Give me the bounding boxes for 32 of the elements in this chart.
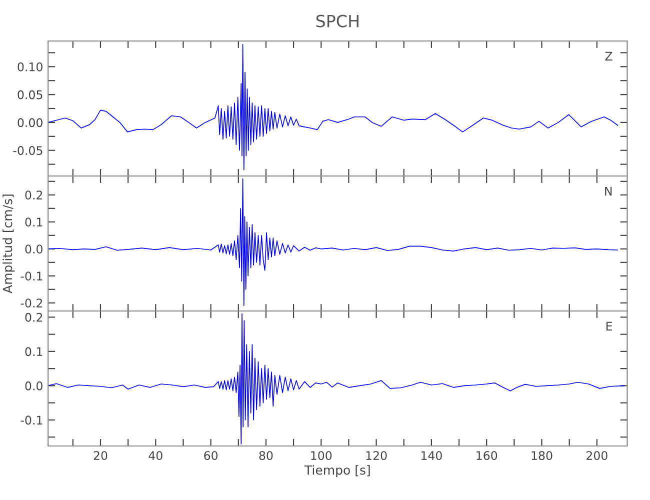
y-tick-label: 0.2 xyxy=(25,312,42,322)
x-tick-label: 40 xyxy=(148,451,162,460)
y-tick-label: 0.1 xyxy=(25,347,42,356)
y-tick-label: 0.1 xyxy=(25,218,42,227)
x-axis-title: Tiempo [s] xyxy=(304,465,370,478)
y-tick-label: 0.10 xyxy=(18,62,42,72)
annotation: E xyxy=(606,322,612,330)
line-series xyxy=(48,178,618,306)
line-series xyxy=(48,313,625,444)
x-tick-label: 120 xyxy=(366,451,387,460)
x-tick-label: 200 xyxy=(586,451,608,460)
y-tick-label: 0.05 xyxy=(18,90,42,100)
y-tick-label: 0.0 xyxy=(25,381,42,390)
x-tick-label: 180 xyxy=(532,451,552,460)
y-tick-label: -0.1 xyxy=(20,416,42,425)
y-tick-label: -0.1 xyxy=(20,272,42,281)
x-tick-label: 20 xyxy=(94,451,108,460)
chart-title: SPCH xyxy=(316,14,358,28)
y-tick-label: 0.00 xyxy=(18,118,42,128)
y-tick-label: 0.0 xyxy=(25,244,42,254)
annotation: Z xyxy=(605,52,612,60)
y-axis-title: Amplitud [cm/s] xyxy=(2,194,15,294)
y-tick-label: -0.2 xyxy=(20,298,42,308)
y-tick-label: -0.05 xyxy=(13,146,42,155)
x-tick-label: 80 xyxy=(259,451,273,460)
x-tick-label: 160 xyxy=(476,451,498,460)
x-tick-label: 100 xyxy=(311,451,332,460)
x-tick-label: 140 xyxy=(421,451,442,460)
line-series xyxy=(48,44,618,170)
annotation: N xyxy=(605,186,612,196)
x-tick-label: 60 xyxy=(204,451,218,460)
y-tick-label: 0.2 xyxy=(25,190,42,200)
